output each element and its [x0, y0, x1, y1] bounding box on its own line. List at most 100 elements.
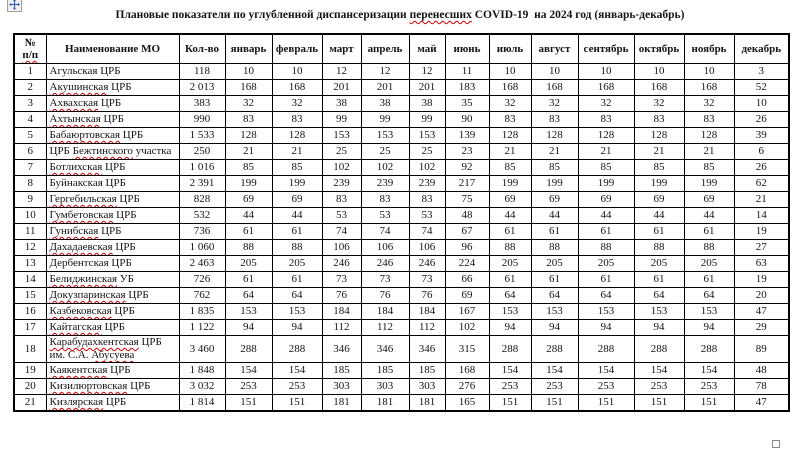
month-value-cell[interactable]: 38: [360, 95, 410, 112]
column-header-month[interactable]: июнь: [444, 33, 490, 64]
month-value-cell[interactable]: 29: [733, 319, 790, 336]
month-value-cell[interactable]: 10: [271, 63, 323, 80]
month-value-cell[interactable]: 52: [733, 79, 790, 96]
month-value-cell[interactable]: 61: [530, 271, 579, 288]
month-value-cell[interactable]: 76: [321, 287, 362, 304]
total-count-cell[interactable]: 2 391: [178, 175, 226, 192]
month-value-cell[interactable]: 10: [577, 63, 635, 80]
month-value-cell[interactable]: 217: [444, 175, 490, 192]
month-value-cell[interactable]: 83: [683, 111, 735, 128]
month-value-cell[interactable]: 61: [224, 271, 273, 288]
month-value-cell[interactable]: 10: [733, 95, 790, 112]
month-value-cell[interactable]: 76: [408, 287, 446, 304]
month-value-cell[interactable]: 61: [683, 271, 735, 288]
month-value-cell[interactable]: 253: [488, 378, 532, 395]
month-value-cell[interactable]: 153: [488, 303, 532, 320]
month-value-cell[interactable]: 83: [271, 111, 323, 128]
month-value-cell[interactable]: 35: [444, 95, 490, 112]
month-value-cell[interactable]: 205: [530, 255, 579, 272]
column-header-month[interactable]: сентябрь: [577, 33, 635, 64]
month-value-cell[interactable]: 128: [224, 127, 273, 144]
month-value-cell[interactable]: 183: [444, 79, 490, 96]
mo-name-cell[interactable]: Дербентская ЦРБ: [45, 255, 180, 272]
month-value-cell[interactable]: 94: [488, 319, 532, 336]
month-value-cell[interactable]: 199: [683, 175, 735, 192]
month-value-cell[interactable]: 76: [360, 287, 410, 304]
month-value-cell[interactable]: 303: [408, 378, 446, 395]
month-value-cell[interactable]: 154: [633, 362, 685, 379]
row-num-cell[interactable]: 3: [13, 95, 47, 112]
month-value-cell[interactable]: 139: [444, 127, 490, 144]
month-value-cell[interactable]: 69: [683, 191, 735, 208]
month-value-cell[interactable]: 315: [444, 335, 490, 363]
month-value-cell[interactable]: 246: [360, 255, 410, 272]
month-value-cell[interactable]: 168: [683, 79, 735, 96]
month-value-cell[interactable]: 69: [577, 191, 635, 208]
month-value-cell[interactable]: 20: [733, 287, 790, 304]
month-value-cell[interactable]: 153: [633, 303, 685, 320]
column-header-month[interactable]: март: [321, 33, 362, 64]
month-value-cell[interactable]: 246: [321, 255, 362, 272]
month-value-cell[interactable]: 74: [360, 223, 410, 240]
month-value-cell[interactable]: 6: [733, 143, 790, 160]
month-value-cell[interactable]: 154: [683, 362, 735, 379]
mo-name-cell[interactable]: Буйнакская ЦРБ: [45, 175, 180, 192]
month-value-cell[interactable]: 61: [577, 271, 635, 288]
month-value-cell[interactable]: 64: [224, 287, 273, 304]
month-value-cell[interactable]: 201: [408, 79, 446, 96]
month-value-cell[interactable]: 201: [321, 79, 362, 96]
total-count-cell[interactable]: 250: [178, 143, 226, 160]
month-value-cell[interactable]: 32: [224, 95, 273, 112]
month-value-cell[interactable]: 83: [530, 111, 579, 128]
month-value-cell[interactable]: 253: [530, 378, 579, 395]
month-value-cell[interactable]: 96: [444, 239, 490, 256]
month-value-cell[interactable]: 85: [271, 159, 323, 176]
month-value-cell[interactable]: 205: [224, 255, 273, 272]
month-value-cell[interactable]: 106: [408, 239, 446, 256]
month-value-cell[interactable]: 25: [408, 143, 446, 160]
row-num-cell[interactable]: 9: [13, 191, 47, 208]
month-value-cell[interactable]: 168: [530, 79, 579, 96]
month-value-cell[interactable]: 32: [530, 95, 579, 112]
column-header-total[interactable]: Кол-во: [178, 33, 226, 64]
total-count-cell[interactable]: 1 533: [178, 127, 226, 144]
month-value-cell[interactable]: 94: [224, 319, 273, 336]
month-value-cell[interactable]: 153: [530, 303, 579, 320]
month-value-cell[interactable]: 19: [733, 271, 790, 288]
row-num-cell[interactable]: 2: [13, 79, 47, 96]
month-value-cell[interactable]: 153: [271, 303, 323, 320]
total-count-cell[interactable]: 1 122: [178, 319, 226, 336]
month-value-cell[interactable]: 128: [488, 127, 532, 144]
month-value-cell[interactable]: 64: [488, 287, 532, 304]
column-header-num[interactable]: № п/п: [13, 33, 47, 64]
month-value-cell[interactable]: 92: [444, 159, 490, 176]
month-value-cell[interactable]: 94: [683, 319, 735, 336]
month-value-cell[interactable]: 151: [683, 394, 735, 412]
total-count-cell[interactable]: 2 013: [178, 79, 226, 96]
month-value-cell[interactable]: 10: [530, 63, 579, 80]
month-value-cell[interactable]: 168: [224, 79, 273, 96]
month-value-cell[interactable]: 185: [408, 362, 446, 379]
month-value-cell[interactable]: 102: [444, 319, 490, 336]
month-value-cell[interactable]: 26: [733, 111, 790, 128]
document-title[interactable]: Плановые показатели по углубленной диспа…: [0, 9, 800, 21]
row-num-cell[interactable]: 21: [13, 394, 47, 412]
month-value-cell[interactable]: 184: [408, 303, 446, 320]
month-value-cell[interactable]: 44: [577, 207, 635, 224]
month-value-cell[interactable]: 128: [271, 127, 323, 144]
month-value-cell[interactable]: 69: [224, 191, 273, 208]
month-value-cell[interactable]: 346: [360, 335, 410, 363]
month-value-cell[interactable]: 61: [683, 223, 735, 240]
month-value-cell[interactable]: 239: [321, 175, 362, 192]
month-value-cell[interactable]: 69: [530, 191, 579, 208]
month-value-cell[interactable]: 26: [733, 159, 790, 176]
month-value-cell[interactable]: 168: [271, 79, 323, 96]
row-num-cell[interactable]: 5: [13, 127, 47, 144]
month-value-cell[interactable]: 88: [530, 239, 579, 256]
month-value-cell[interactable]: 181: [360, 394, 410, 412]
month-value-cell[interactable]: 12: [360, 63, 410, 80]
month-value-cell[interactable]: 69: [633, 191, 685, 208]
month-value-cell[interactable]: 288: [577, 335, 635, 363]
month-value-cell[interactable]: 288: [633, 335, 685, 363]
month-value-cell[interactable]: 184: [321, 303, 362, 320]
